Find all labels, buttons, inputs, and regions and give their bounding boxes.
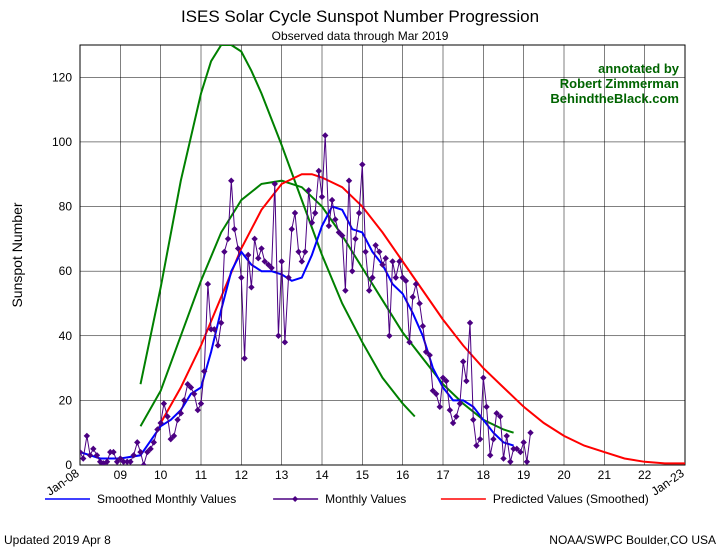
x-tick-label: 10 xyxy=(154,468,168,482)
footer-right: NOAA/SWPC Boulder,CO USA xyxy=(549,533,716,547)
y-tick-label: 20 xyxy=(59,393,73,407)
legend-label: Monthly Values xyxy=(325,492,406,506)
annotation-line: annotated by xyxy=(598,61,680,76)
x-tick-label: 22 xyxy=(638,468,652,482)
y-tick-label: 0 xyxy=(65,458,72,472)
annotation-line: BehindtheBlack.com xyxy=(550,91,679,106)
chart-canvas: ISES Solar Cycle Sunspot Number Progress… xyxy=(0,0,720,550)
y-tick-label: 100 xyxy=(52,135,72,149)
legend-label: Predicted Values (Smoothed) xyxy=(493,492,649,506)
x-tick-label: 20 xyxy=(557,468,571,482)
chart-subtitle: Observed data through Mar 2019 xyxy=(272,29,449,43)
y-tick-label: 60 xyxy=(59,264,73,278)
annotation-line: Robert Zimmerman xyxy=(560,76,679,91)
x-tick-label: 18 xyxy=(477,468,491,482)
y-axis-label: Sunspot Number xyxy=(9,202,25,307)
y-tick-label: 80 xyxy=(59,200,73,214)
x-tick-label: 12 xyxy=(235,468,249,482)
legend-label: Smoothed Monthly Values xyxy=(97,492,236,506)
x-tick-label: 17 xyxy=(436,468,450,482)
chart-title: ISES Solar Cycle Sunspot Number Progress… xyxy=(181,7,539,26)
y-tick-label: 120 xyxy=(52,70,72,84)
y-tick-label: 40 xyxy=(59,329,73,343)
x-tick-label: 09 xyxy=(114,468,128,482)
x-tick-label: 14 xyxy=(315,468,329,482)
x-tick-label: 13 xyxy=(275,468,289,482)
x-tick-label: 19 xyxy=(517,468,531,482)
legend: Smoothed Monthly Values Monthly Values Pre… xyxy=(45,492,649,506)
x-tick-label: 11 xyxy=(195,468,208,482)
x-tick-label: 21 xyxy=(598,468,612,482)
footer-left: Updated 2019 Apr 8 xyxy=(4,533,111,547)
x-tick-label: 15 xyxy=(356,468,370,482)
x-tick-label: 16 xyxy=(396,468,410,482)
